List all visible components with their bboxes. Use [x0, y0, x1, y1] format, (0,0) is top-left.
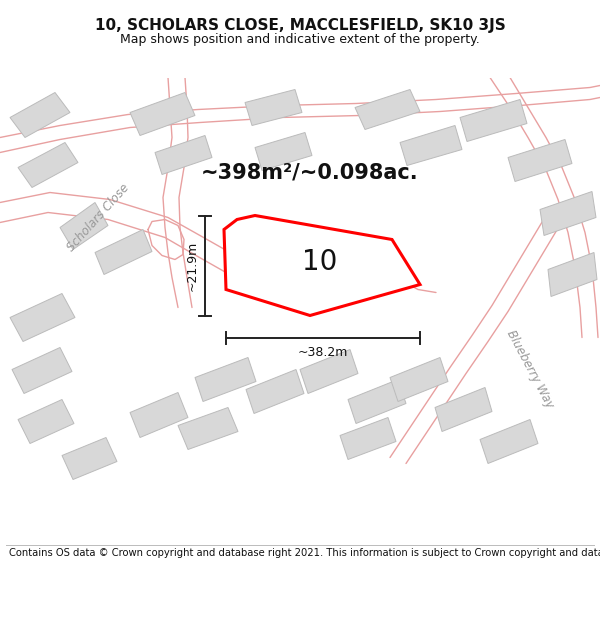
Polygon shape [255, 132, 312, 171]
Polygon shape [62, 438, 117, 479]
Polygon shape [460, 99, 527, 141]
Polygon shape [130, 92, 195, 136]
Polygon shape [548, 253, 597, 296]
Text: ~398m²/~0.098ac.: ~398m²/~0.098ac. [201, 162, 419, 182]
Polygon shape [508, 139, 572, 181]
Polygon shape [95, 229, 152, 274]
Text: ~21.9m: ~21.9m [185, 241, 199, 291]
Polygon shape [540, 191, 596, 236]
Polygon shape [435, 388, 492, 431]
Polygon shape [340, 418, 396, 459]
Polygon shape [155, 136, 212, 174]
Polygon shape [18, 399, 74, 444]
Polygon shape [130, 392, 188, 438]
Polygon shape [400, 126, 462, 166]
Polygon shape [12, 348, 72, 394]
Text: 10: 10 [302, 249, 338, 276]
Text: Blueberry Way: Blueberry Way [504, 328, 556, 411]
Text: Map shows position and indicative extent of the property.: Map shows position and indicative extent… [120, 33, 480, 46]
Polygon shape [300, 349, 358, 394]
Text: Scholars Close: Scholars Close [64, 181, 131, 254]
Polygon shape [348, 379, 406, 424]
Polygon shape [178, 408, 238, 449]
Text: 10, SCHOLARS CLOSE, MACCLESFIELD, SK10 3JS: 10, SCHOLARS CLOSE, MACCLESFIELD, SK10 3… [95, 18, 505, 32]
Text: Contains OS data © Crown copyright and database right 2021. This information is : Contains OS data © Crown copyright and d… [9, 548, 600, 558]
Polygon shape [10, 294, 75, 341]
Polygon shape [195, 357, 256, 401]
Text: ~38.2m: ~38.2m [298, 346, 348, 359]
Polygon shape [60, 202, 108, 249]
Polygon shape [480, 419, 538, 464]
Polygon shape [224, 216, 420, 316]
Polygon shape [10, 92, 70, 138]
Polygon shape [390, 357, 448, 401]
Polygon shape [355, 89, 420, 129]
Polygon shape [18, 142, 78, 188]
Polygon shape [245, 89, 302, 126]
Polygon shape [246, 369, 304, 414]
